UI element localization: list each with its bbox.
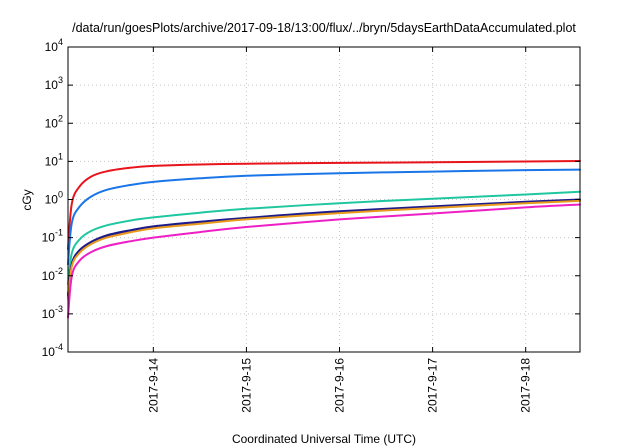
y-tick-base: 10: [42, 345, 56, 359]
y-tick-exponent: -2: [55, 266, 63, 276]
y-tick-base: 10: [42, 231, 56, 245]
y-tick-label: 100: [45, 190, 63, 207]
y-tick-base: 10: [42, 269, 56, 283]
series-line-7: [67, 203, 581, 319]
y-tick-exponent: 1: [58, 151, 63, 161]
series-line-6: [67, 199, 581, 300]
series-lines: [67, 160, 581, 319]
x-axis-ticks: 2017-9-14 2017-9-15 2017-9-16 2017-9-17 2017…: [146, 47, 533, 413]
x-tick-label: 2017-9-14: [146, 358, 160, 413]
series-line-5: [67, 198, 581, 297]
y-tick-label: 101: [45, 151, 63, 168]
grid-lines: [68, 46, 580, 353]
y-tick-exponent: 2: [58, 113, 63, 123]
y-tick-base: 10: [45, 154, 59, 168]
y-tick-label: 104: [45, 37, 63, 54]
y-tick-exponent: -1: [55, 228, 63, 238]
series-line-1: [67, 160, 581, 251]
x-tick-label: 2017-9-16: [333, 358, 347, 413]
y-tick-label: 10-1: [42, 228, 63, 245]
y-tick-exponent: -3: [55, 304, 63, 314]
y-tick-base: 10: [45, 193, 59, 207]
series-line-2: [67, 168, 581, 266]
y-tick-base: 10: [42, 307, 56, 321]
x-tick-label: 2017-9-18: [519, 358, 533, 413]
x-tick-label: 2017-9-15: [239, 358, 253, 413]
y-tick-exponent: 4: [58, 37, 63, 47]
y-axis-label: cGy: [20, 189, 34, 210]
x-tick-label: 2017-9-17: [426, 358, 440, 413]
y-tick-label: 10-4: [42, 342, 63, 359]
y-tick-exponent: 0: [58, 190, 63, 200]
y-tick-base: 10: [45, 116, 59, 130]
y-tick-exponent: 3: [58, 75, 63, 85]
chart-title: /data/run/goesPlots/archive/2017-09-18/1…: [72, 21, 576, 35]
x-axis-label: Coordinated Universal Time (UTC): [232, 432, 416, 446]
y-tick-label: 102: [45, 113, 63, 130]
y-tick-base: 10: [45, 40, 59, 54]
y-tick-exponent: -4: [55, 342, 63, 352]
y-tick-label: 103: [45, 75, 63, 92]
y-tick-base: 10: [45, 78, 59, 92]
series-line-3: [67, 190, 581, 286]
y-tick-label: 10-3: [42, 304, 63, 321]
y-tick-label: 10-2: [42, 266, 63, 283]
